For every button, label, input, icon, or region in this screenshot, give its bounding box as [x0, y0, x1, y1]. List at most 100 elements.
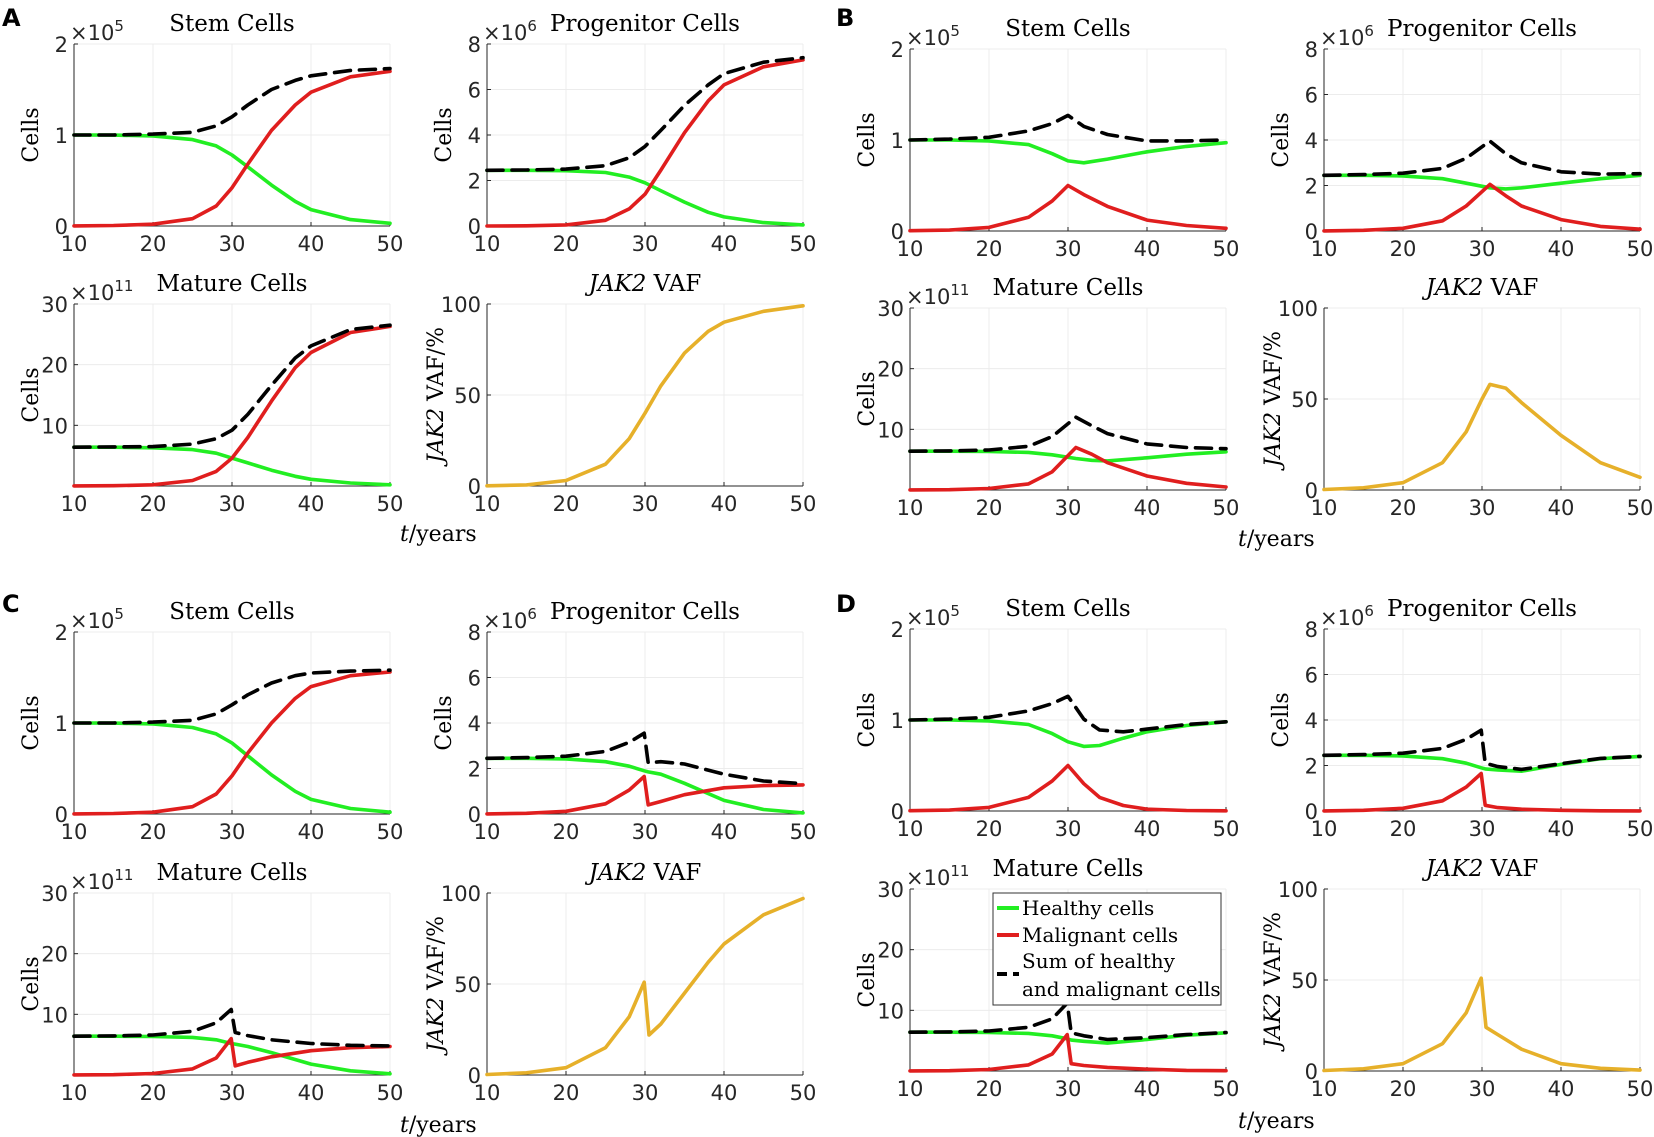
- title-rest: VAF: [646, 271, 701, 297]
- xlabel-var: t: [1238, 1109, 1247, 1134]
- x-tick-label: 10: [474, 232, 501, 256]
- x-tick-label: 10: [897, 237, 924, 261]
- y-label: Cells: [19, 107, 44, 162]
- x-tick-label: 10: [474, 492, 501, 516]
- series-line-jak2-vaf: [485, 303, 805, 488]
- x-tick-label: 50: [1627, 817, 1654, 841]
- subplot-title: Progenitor Cells: [550, 11, 740, 37]
- series-line-sum-of-healthy-and-malignant-cells: [72, 66, 392, 137]
- series-line-sum-of-healthy-and-malignant-cells: [485, 55, 805, 173]
- x-tick-label: 30: [219, 1081, 246, 1105]
- x-tick-label: 40: [1548, 1077, 1575, 1101]
- panel-letter-a: A: [2, 4, 21, 32]
- y-label-gene: JAK2: [424, 997, 449, 1056]
- xlabel-unit: /years: [409, 1113, 477, 1137]
- x-tick-label: 50: [377, 820, 404, 844]
- y-label: Cells: [855, 112, 880, 167]
- series-line-healthy-cells: [485, 756, 805, 815]
- subplot-title: Mature Cells: [993, 275, 1144, 301]
- x-tick-label: 50: [1627, 237, 1654, 261]
- x-tick-label: 20: [976, 237, 1003, 261]
- x-tick-label: 40: [1134, 1077, 1161, 1101]
- y-tick-label: 8: [1305, 38, 1318, 62]
- y-tick-label: 30: [41, 293, 68, 317]
- x-tick-label: 20: [553, 492, 580, 516]
- subplot-title: Stem Cells: [169, 599, 294, 625]
- y-label: Cells: [19, 367, 44, 422]
- y-tick-label: 30: [877, 297, 904, 321]
- title-rest: VAF: [1483, 275, 1538, 301]
- y-multiplier: ×1011: [70, 277, 133, 305]
- x-tick-label: 40: [1548, 817, 1575, 841]
- y-tick-label: 2: [55, 33, 68, 57]
- subplot-title: Stem Cells: [1005, 596, 1130, 622]
- series-line-malignant-cells: [908, 1032, 1228, 1073]
- y-tick-label: 30: [41, 882, 68, 906]
- subplot-title: Stem Cells: [169, 11, 294, 37]
- series-line-healthy-cells: [1322, 173, 1642, 191]
- x-tick-label: 30: [219, 492, 246, 516]
- x-tick-label: 20: [1390, 237, 1417, 261]
- x-tick-label: 20: [976, 496, 1003, 520]
- subplot-title: Stem Cells: [1005, 16, 1130, 42]
- x-tick-label: 30: [632, 1081, 659, 1105]
- series-line-malignant-cells: [72, 69, 392, 228]
- x-tick-label: 10: [61, 820, 88, 844]
- series-line-malignant-cells: [485, 58, 805, 228]
- x-tick-label: 50: [790, 820, 817, 844]
- y-multiplier-exponent: 5: [114, 17, 124, 35]
- panel-letter-b: B: [836, 4, 854, 32]
- x-tick-label: 30: [632, 232, 659, 256]
- x-tick-label: 40: [711, 1081, 738, 1105]
- y-tick-label: 0: [1305, 800, 1318, 824]
- title-rest: VAF: [646, 860, 701, 886]
- x-tick-label: 20: [976, 817, 1003, 841]
- x-tick-label: 10: [474, 1081, 501, 1105]
- x-tick-label: 10: [61, 1081, 88, 1105]
- x-tick-label: 50: [1627, 1077, 1654, 1101]
- y-label: JAK2 VAF/%: [424, 916, 449, 1056]
- xlabel-b: t/years: [1238, 527, 1315, 552]
- xlabel-var: t: [400, 1113, 409, 1137]
- x-tick-label: 50: [1627, 496, 1654, 520]
- y-tick-label: 8: [1305, 618, 1318, 642]
- xlabel-var: t: [400, 522, 409, 547]
- y-tick-label: 100: [441, 293, 481, 317]
- series-line-sum-of-healthy-and-malignant-cells: [908, 694, 1228, 734]
- series-line-healthy-cells: [72, 445, 392, 487]
- series-line-healthy-cells: [908, 138, 1228, 165]
- series-line-malignant-cells: [72, 324, 392, 488]
- y-tick-label: 0: [468, 475, 481, 499]
- subplot-title: JAK2 VAF: [585, 271, 702, 297]
- legend-box: [992, 892, 1222, 1006]
- y-tick-label: 0: [55, 803, 68, 827]
- x-tick-label: 50: [377, 232, 404, 256]
- y-tick-label: 6: [1305, 664, 1318, 688]
- y-label: Cells: [432, 107, 457, 162]
- y-tick-label: 4: [1305, 709, 1318, 733]
- x-tick-label: 40: [298, 820, 325, 844]
- y-label: Cells: [19, 695, 44, 750]
- series-line-malignant-cells: [72, 1036, 392, 1077]
- series-line-jak2-vaf: [485, 896, 805, 1077]
- series-line-sum-of-healthy-and-malignant-cells: [72, 668, 392, 725]
- series-line-malignant-cells: [908, 445, 1228, 492]
- y-label-gene: JAK2: [424, 408, 449, 467]
- x-tick-label: 50: [1213, 817, 1240, 841]
- subplot-title: Progenitor Cells: [550, 599, 740, 625]
- x-tick-label: 40: [298, 232, 325, 256]
- y-tick-label: 2: [891, 38, 904, 62]
- x-tick-label: 20: [140, 820, 167, 844]
- x-tick-label: 40: [298, 1081, 325, 1105]
- series-line-sum-of-healthy-and-malignant-cells: [908, 415, 1228, 454]
- y-label-gene: JAK2: [1261, 412, 1286, 471]
- y-tick-label: 8: [468, 621, 481, 645]
- y-tick-label: 20: [41, 943, 68, 967]
- y-multiplier-exponent: 6: [527, 17, 537, 35]
- x-tick-label: 30: [1055, 1077, 1082, 1101]
- y-tick-label: 20: [41, 354, 68, 378]
- x-tick-label: 10: [897, 496, 924, 520]
- legend-sum-label-line1: Sum of healthy: [1022, 949, 1176, 973]
- y-tick-label: 4: [468, 712, 481, 736]
